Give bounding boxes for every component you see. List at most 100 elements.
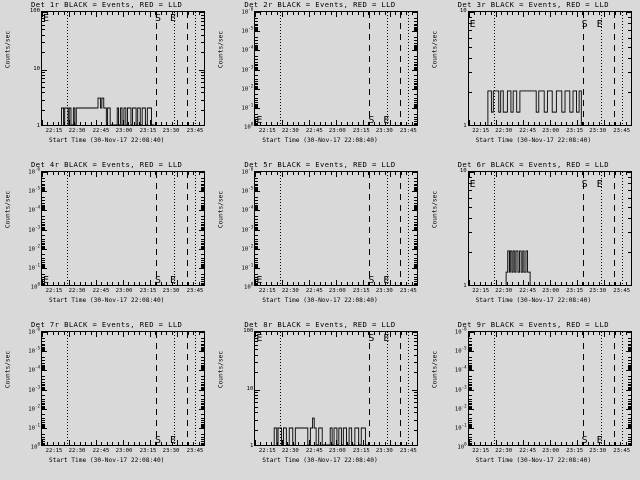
vline-dotted-2 — [174, 332, 175, 445]
x-tick — [166, 122, 167, 125]
vline-dashed-trigger — [582, 172, 584, 285]
x-tick — [385, 122, 387, 125]
x-tick-top — [565, 172, 567, 175]
y-tick — [255, 114, 259, 115]
x-tick-label: 23:30 — [162, 128, 180, 134]
x-tick — [204, 440, 205, 445]
x-tick — [161, 282, 162, 285]
x-tick-top — [603, 12, 605, 17]
y-tick — [255, 209, 259, 210]
y-tick-right — [199, 191, 204, 192]
x-axis-labels: 22:15 22:30 22:45 23:00 23:15 23:30 23:45 — [254, 448, 418, 457]
x-tick-top — [544, 332, 546, 335]
x-tick-top — [390, 172, 392, 177]
x-tick-top — [631, 172, 632, 177]
y-tick — [42, 439, 45, 440]
x-tick-top — [390, 332, 392, 337]
x-tick-label: 23:15 — [566, 288, 584, 294]
y-tick — [468, 437, 472, 438]
x-tick-top — [123, 172, 124, 177]
x-tick — [150, 280, 151, 285]
x-tick-label: 22:45 — [519, 128, 537, 134]
x-tick-top — [118, 332, 119, 335]
x-axis-title: Start Time (30-Nov-17 22:08:40) — [262, 297, 378, 304]
x-tick-top — [538, 332, 540, 335]
x-tick-top — [282, 332, 284, 337]
y-tick-right — [201, 274, 204, 275]
x-tick-top — [625, 172, 627, 175]
y-tick — [42, 409, 47, 410]
x-tick-top — [47, 12, 48, 15]
x-tick-top — [490, 12, 492, 15]
x-tick-top — [145, 172, 146, 175]
y-tick — [42, 399, 45, 400]
x-tick — [341, 282, 343, 285]
y-tick-right — [627, 418, 631, 419]
y-tick-right — [199, 12, 204, 13]
x-tick — [549, 280, 551, 285]
y-tick-right — [199, 390, 204, 391]
x-tick — [522, 120, 524, 125]
x-tick — [379, 122, 381, 125]
x-tick-top — [395, 332, 397, 335]
x-tick-label: 23:45 — [613, 128, 631, 134]
x-tick — [53, 442, 54, 445]
y-tick-label: 10-3 — [454, 384, 467, 393]
x-tick — [74, 442, 75, 445]
y-tick-right — [414, 254, 418, 255]
y-tick-right — [627, 385, 631, 386]
y-tick-right — [199, 249, 204, 250]
x-tick — [325, 122, 327, 125]
y-tick — [255, 229, 259, 230]
x-tick-label: 23:00 — [328, 288, 346, 294]
x-tick-top — [107, 172, 108, 175]
x-tick-top — [565, 332, 567, 335]
x-tick-top — [592, 12, 594, 15]
y-tick-right — [414, 123, 418, 124]
y-tick-right — [201, 203, 204, 204]
x-tick — [155, 282, 156, 285]
y-tick — [255, 45, 259, 46]
y-tick — [42, 281, 45, 282]
y-tick-label: 10-1 — [241, 262, 254, 272]
y-tick — [255, 205, 259, 206]
vline-dotted-2 — [600, 12, 602, 125]
y-tick-label: 1 — [36, 123, 40, 129]
y-axis-labels: 10-6 10-5 10-4 10-3 10-2 10-1 100 — [225, 167, 254, 291]
panel-det1r: Det 1r BLACK = Events, RED = LLD E S E 1 10 10… — [0, 0, 213, 160]
x-tick — [490, 122, 492, 125]
y-tick-right — [201, 366, 204, 367]
vline-dotted-2 — [600, 332, 602, 445]
y-tick-right — [627, 17, 631, 18]
y-tick — [468, 365, 472, 366]
y-tick-right — [627, 420, 631, 421]
y-tick-right — [201, 110, 204, 111]
y-tick-right — [201, 78, 204, 79]
x-tick-top — [506, 12, 508, 15]
y-tick-right — [627, 357, 631, 358]
y-tick-right — [201, 445, 204, 446]
vline-dotted-3 — [408, 172, 410, 285]
x-tick-top — [500, 12, 502, 15]
x-tick-top — [538, 12, 540, 15]
y-tick-right — [414, 88, 418, 89]
vline-dashed-trigger — [156, 172, 157, 285]
x-tick-top — [484, 12, 486, 15]
x-tick — [468, 440, 470, 445]
y-tick — [255, 341, 259, 342]
y-tick-right — [414, 224, 418, 225]
x-tick — [614, 282, 616, 285]
x-tick — [69, 280, 70, 285]
vline-dotted-1 — [280, 332, 282, 445]
x-tick-top — [101, 12, 102, 15]
y-tick-right — [414, 239, 418, 240]
x-tick-top — [172, 172, 173, 175]
x-tick-top — [155, 12, 156, 15]
x-tick — [390, 440, 392, 445]
y-tick — [42, 283, 45, 284]
y-tick-right — [414, 121, 418, 122]
x-tick-top — [560, 12, 562, 15]
y-tick — [42, 262, 45, 263]
x-tick — [581, 122, 583, 125]
